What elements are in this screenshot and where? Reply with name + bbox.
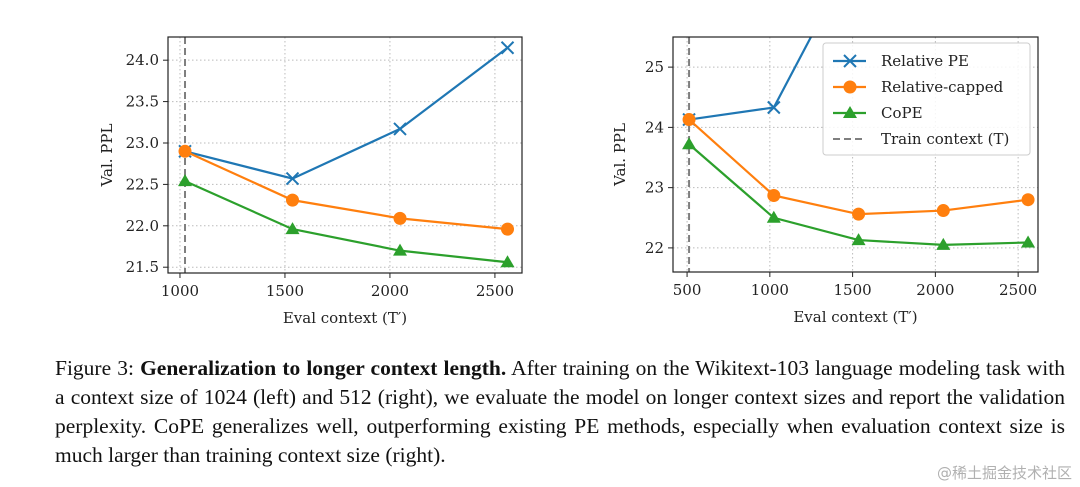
- chart-right: 500 1000 1500 2000 2500 22 23 24 25 Eval context …: [611, 36, 1039, 326]
- data-point-cope: [851, 233, 866, 246]
- y-tick-label: 23.5: [126, 93, 159, 111]
- x-tick-label: 500: [673, 281, 702, 299]
- data-point-relative-capped: [936, 204, 950, 218]
- caption-text: After training on the Wikitext-103 langu…: [55, 356, 1066, 467]
- data-point-relative-capped: [501, 222, 515, 236]
- data-point-relative-capped: [178, 144, 192, 158]
- data-point-relative-capped: [1021, 193, 1035, 207]
- x-tick-label: 2500: [476, 282, 514, 300]
- data-point-cope: [766, 210, 781, 223]
- legend: Relative PE Relative-capped CoPE Train cont…: [822, 42, 1031, 156]
- y-tick-label: 24.0: [126, 51, 159, 69]
- y-tick-label: 23: [645, 179, 664, 197]
- legend-marker: [843, 80, 857, 94]
- figure-caption: Figure 3: Generalization to longer conte…: [55, 354, 1065, 470]
- data-point-cope: [936, 237, 951, 250]
- y-axis-label: Val. PPL: [611, 123, 629, 187]
- legend-label: Train context (T): [881, 130, 1009, 148]
- data-point-relative-capped: [767, 188, 781, 202]
- data-point-cope: [393, 243, 408, 256]
- data-point-cope: [1021, 235, 1036, 248]
- chart-left: 1000 1500 2000 2500 21.5 22.0 22.5 23.0 23.5 24.0…: [98, 36, 523, 327]
- x-tick-label: 2500: [999, 281, 1037, 299]
- caption-title: Generalization to longer context length.: [140, 356, 507, 380]
- y-tick-label: 22: [645, 239, 664, 257]
- data-point-relative-capped: [682, 113, 696, 127]
- data-point-relative-pe: [393, 122, 407, 136]
- figure-charts: 1000 1500 2000 2500 21.5 22.0 22.5 23.0 23.5 24.0…: [98, 36, 1039, 327]
- plot-frame: [167, 36, 523, 274]
- legend-marker: [843, 106, 857, 118]
- legend-item: Train context (T): [833, 130, 1009, 148]
- legend-item: Relative-capped: [833, 78, 1004, 96]
- data-point-relative-pe: [500, 41, 515, 55]
- x-axis-label: Eval context (T′): [793, 308, 917, 326]
- legend-marker: [843, 54, 857, 68]
- legend-item: CoPE: [833, 104, 923, 122]
- legend-item: Relative PE: [833, 52, 969, 70]
- legend-label: Relative-capped: [881, 78, 1004, 96]
- data-point-cope: [178, 174, 193, 187]
- x-tick-label: 1000: [161, 282, 199, 300]
- data-point-relative-pe: [285, 171, 300, 186]
- x-tick-label: 1000: [751, 281, 789, 299]
- plot-frame: [672, 36, 1039, 273]
- y-tick-label: 22.5: [126, 175, 159, 193]
- x-tick-label: 1500: [834, 281, 872, 299]
- x-tick-label: 1500: [266, 282, 304, 300]
- y-tick-label: 24: [645, 118, 664, 136]
- x-axis-label: Eval context (T′): [283, 309, 407, 327]
- data-point-cope: [682, 137, 697, 150]
- data-point-relative-capped: [852, 207, 866, 221]
- data-point-cope: [285, 222, 300, 235]
- legend-label: CoPE: [881, 104, 923, 122]
- series-line-cope: [688, 143, 1029, 246]
- x-tick-label: 2000: [916, 281, 954, 299]
- data-point-relative-capped: [286, 193, 300, 207]
- y-tick-label: 21.5: [126, 258, 159, 276]
- data-point-cope: [500, 255, 515, 268]
- data-point-relative-pe: [767, 100, 781, 115]
- x-tick-label: 2000: [371, 282, 409, 300]
- watermark: @稀土掘金技术社区: [936, 464, 1072, 482]
- caption-label: Figure 3:: [55, 356, 134, 380]
- y-axis-label: Val. PPL: [98, 124, 116, 188]
- y-tick-label: 22.0: [126, 217, 159, 235]
- legend-label: Relative PE: [881, 52, 969, 70]
- y-tick-label: 25: [645, 58, 664, 76]
- series-line-cope: [184, 180, 508, 264]
- series-group: [178, 41, 515, 268]
- data-point-relative-capped: [393, 211, 407, 225]
- series-line-relative-capped: [184, 150, 508, 231]
- series-group: [682, 37, 1036, 250]
- y-tick-label: 23.0: [126, 134, 159, 152]
- series-line-relative-pe: [184, 46, 509, 180]
- legend-box: [822, 42, 1031, 156]
